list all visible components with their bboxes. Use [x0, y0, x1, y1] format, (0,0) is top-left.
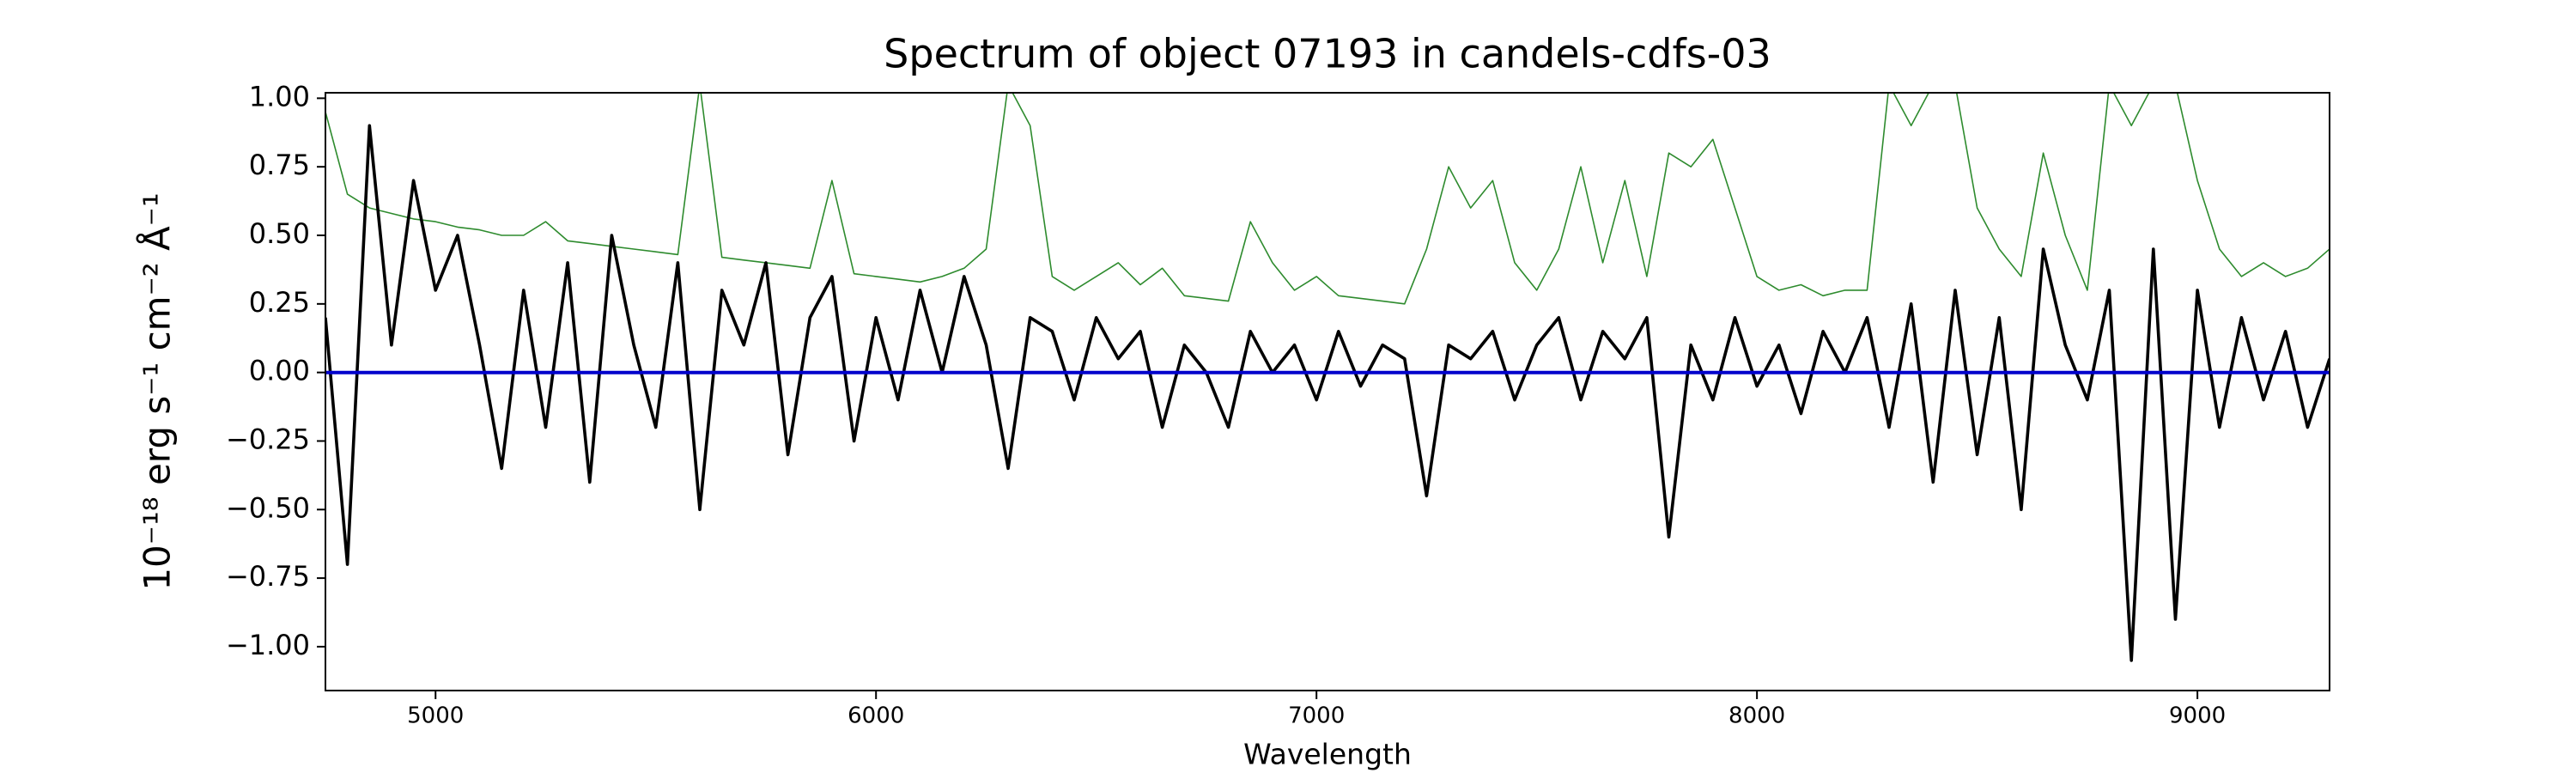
y-tick-label: −0.25	[226, 423, 310, 455]
y-tick-label: 0.75	[249, 149, 310, 181]
y-tick-label: 1.00	[249, 80, 310, 113]
series-line	[325, 93, 2330, 305]
x-axis-label: Wavelength	[1243, 738, 1412, 771]
x-tick-label: 6000	[848, 703, 904, 729]
x-tick-label: 9000	[2169, 703, 2226, 729]
plot-frame	[325, 92, 2330, 691]
y-axis-label: 10⁻¹⁸ erg s⁻¹ cm⁻² Å⁻¹	[136, 192, 179, 590]
y-tick-label: 0.50	[249, 217, 310, 250]
chart-title: Spectrum of object 07193 in candels-cdfs…	[884, 31, 1771, 77]
x-tick-label: 5000	[407, 703, 464, 729]
y-tick-label: 0.00	[249, 355, 310, 387]
x-tick-label: 7000	[1288, 703, 1345, 729]
y-tick-label: −0.50	[226, 491, 310, 524]
y-tick-label: −1.00	[226, 629, 310, 661]
plot-area	[325, 93, 2330, 662]
series-line	[325, 124, 2330, 662]
y-tick-label: 0.25	[249, 286, 310, 319]
x-tick-label: 8000	[1728, 703, 1785, 729]
y-tick-label: −0.75	[226, 560, 310, 593]
